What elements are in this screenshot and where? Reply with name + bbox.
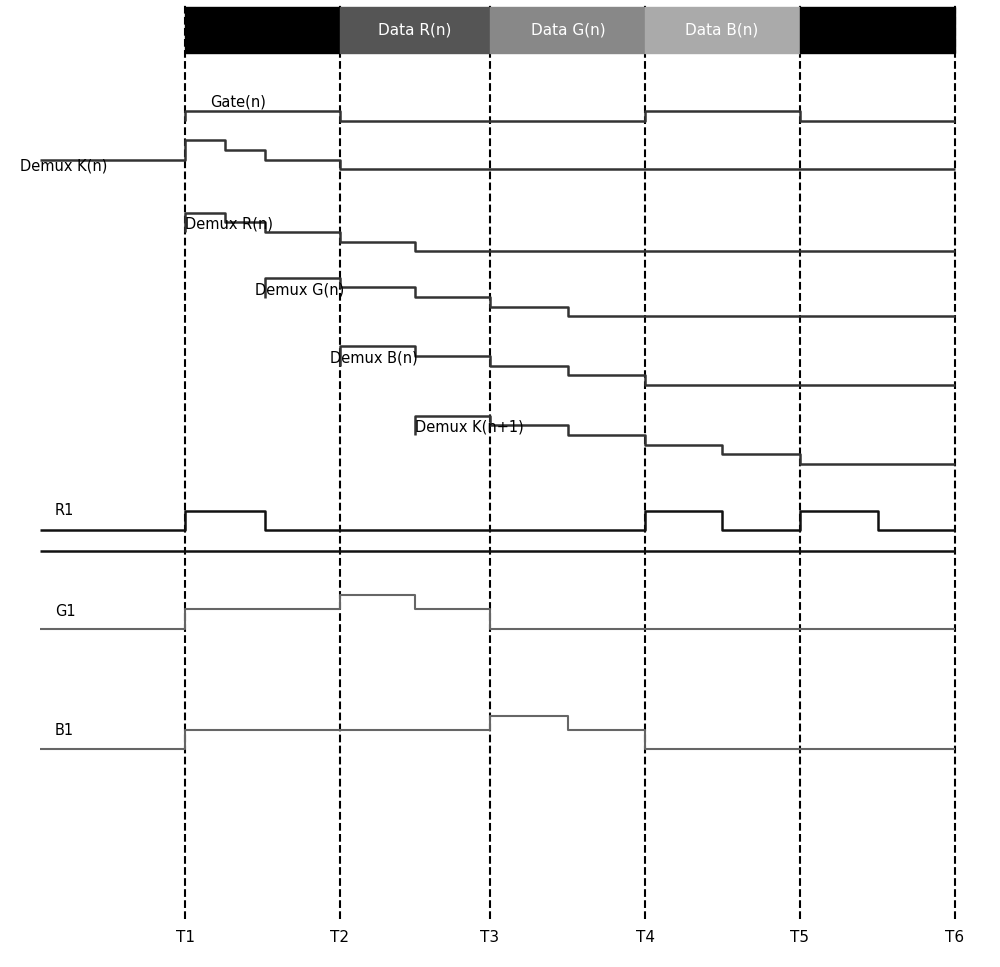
Bar [800,7,955,53]
Text: T4: T4 [636,930,654,946]
Text: T3: T3 [480,930,500,946]
Text: Gate(n): Gate(n) [210,94,266,109]
Text: Demux K(n+1): Demux K(n+1) [415,420,524,435]
Text: Demux K(n): Demux K(n) [20,159,107,174]
Text: Data B(n): Data B(n) [685,22,759,38]
Text: T1: T1 [176,930,194,946]
Bar [185,7,340,53]
Text: T2: T2 [330,930,350,946]
Bar [490,7,645,53]
Text: R1: R1 [55,503,74,518]
Text: T6: T6 [945,930,965,946]
Text: B1: B1 [55,722,74,738]
Text: Demux G(n): Demux G(n) [255,282,344,298]
Text: Data R(n): Data R(n) [378,22,452,38]
Text: Demux B(n): Demux B(n) [330,350,418,366]
Text: G1: G1 [55,603,76,619]
Bar [645,7,800,53]
Text: Demux R(n): Demux R(n) [185,217,273,232]
Text: Data G(n): Data G(n) [531,22,605,38]
Text: T5: T5 [790,930,810,946]
Bar [340,7,490,53]
